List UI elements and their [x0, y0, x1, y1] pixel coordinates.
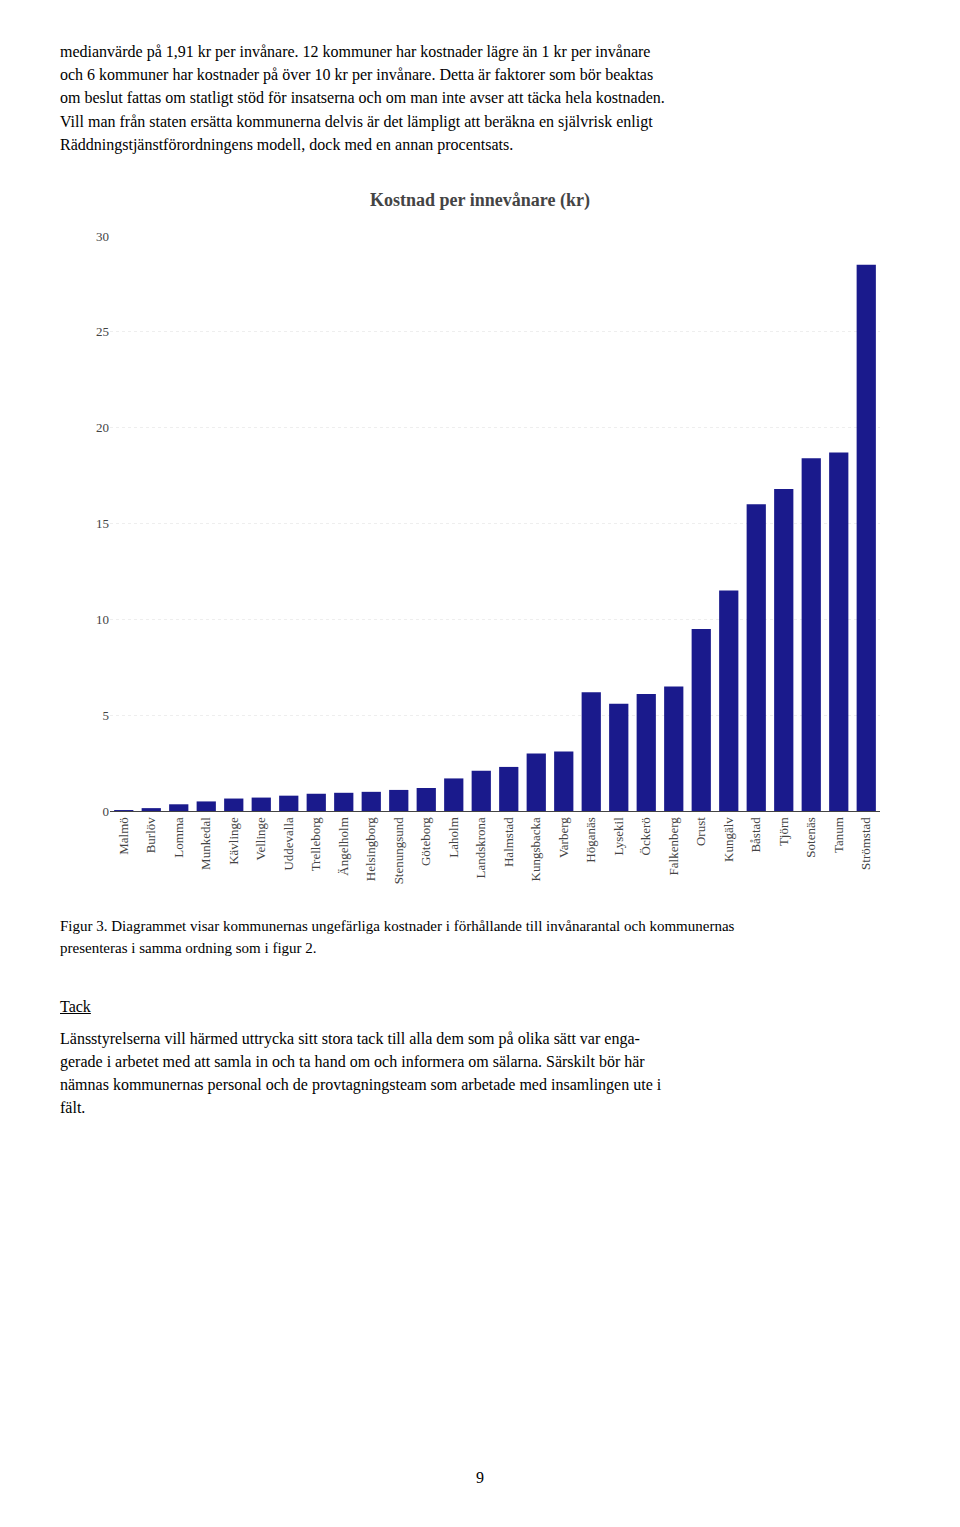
- svg-text:Höganäs: Höganäs: [583, 817, 598, 863]
- svg-text:Varberg: Varberg: [556, 817, 571, 858]
- svg-text:Munkedal: Munkedal: [198, 817, 213, 870]
- svg-text:Tanum: Tanum: [831, 817, 846, 853]
- svg-text:Uddevalla: Uddevalla: [281, 817, 296, 871]
- svg-text:Göteborg: Göteborg: [418, 817, 433, 866]
- html-text:medianvärde på 1,91 kr per inv: medianvärde på 1,91 kr per invånare. 12 …: [60, 43, 665, 153]
- svg-text:Halmstad: Halmstad: [501, 817, 516, 867]
- svg-text:30: 30: [96, 228, 109, 243]
- html-text:Figur 3. Diagrammet visar komm: Figur 3. Diagrammet visar kommunernas un…: [60, 917, 735, 956]
- svg-text:5: 5: [103, 708, 110, 723]
- svg-text:Stenungsund: Stenungsund: [391, 817, 406, 885]
- svg-text:Laholm: Laholm: [446, 817, 461, 857]
- svg-text:20: 20: [96, 420, 109, 435]
- svg-text:0: 0: [103, 803, 110, 818]
- svg-text:Kungälv: Kungälv: [721, 817, 736, 862]
- svg-text:Strömstad: Strömstad: [858, 817, 873, 870]
- svg-text:Öckerö: Öckerö: [638, 817, 653, 855]
- svg-text:Kävlinge: Kävlinge: [226, 817, 241, 865]
- svg-text:25: 25: [96, 324, 109, 339]
- svg-text:Lomma: Lomma: [171, 817, 186, 858]
- svg-text:Kungsbacka: Kungsbacka: [528, 817, 543, 881]
- svg-text:Falkenberg: Falkenberg: [666, 817, 681, 876]
- svg-text:Landskrona: Landskrona: [473, 817, 488, 879]
- svg-text:Sotenäs: Sotenäs: [803, 817, 818, 857]
- svg-text:Burlöv: Burlöv: [143, 817, 158, 854]
- svg-text:Malmö: Malmö: [116, 817, 131, 855]
- svg-text:Båstad: Båstad: [748, 817, 763, 853]
- svg-text:Vellinge: Vellinge: [253, 817, 268, 861]
- svg-text:Ängelholm: Ängelholm: [336, 817, 351, 876]
- svg-text:Orust: Orust: [693, 817, 708, 846]
- svg-text:15: 15: [96, 516, 109, 531]
- svg-text:Helsingborg: Helsingborg: [363, 817, 378, 882]
- html-text:Länsstyrelserna vill härmed ut: Länsstyrelserna vill härmed uttrycka sit…: [60, 1029, 662, 1117]
- svg-text:Lysekil: Lysekil: [611, 817, 626, 856]
- svg-text:Tjörn: Tjörn: [776, 817, 791, 846]
- svg-text:10: 10: [96, 612, 109, 627]
- html-text:Tack: Tack: [60, 998, 91, 1016]
- html-text:9: 9: [476, 1469, 484, 1486]
- svg-text:Trelleborg: Trelleborg: [308, 817, 323, 872]
- svg-text:Kostnad per innevånare (kr): Kostnad per innevånare (kr): [370, 190, 590, 211]
